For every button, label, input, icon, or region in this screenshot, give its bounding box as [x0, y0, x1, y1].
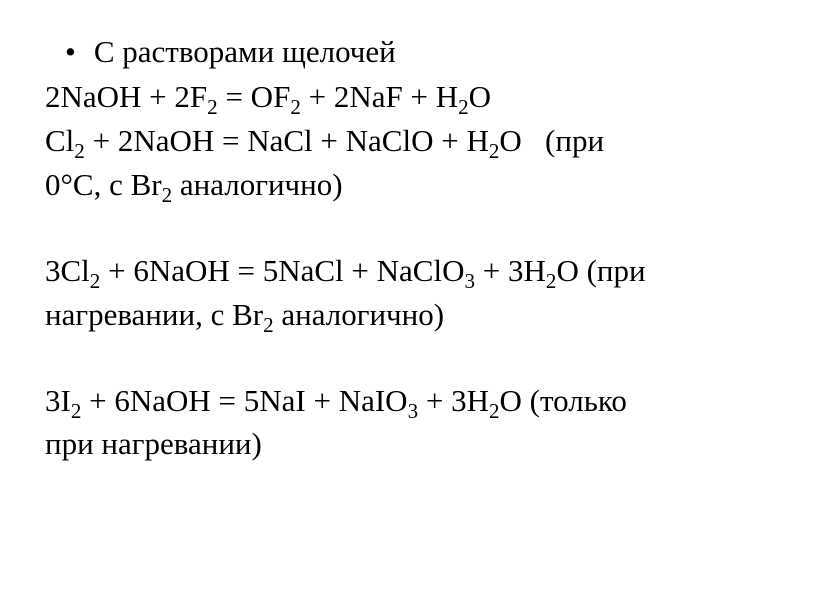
formula-line-4a: 3I2 + 6NaOH = 5NaI + NaIO3 + 3H2O (тольк…: [45, 380, 771, 422]
formula-line-3b: нагревании, с Br2 аналогично): [45, 294, 771, 336]
formula-line-2b: 0°С, с Br2 аналогично): [45, 164, 771, 206]
bullet-text: С растворами щелочей: [94, 32, 771, 72]
gap-2: [45, 338, 771, 380]
bullet-marker: •: [65, 32, 76, 72]
bullet-item: • С растворами щелочей: [45, 32, 771, 72]
formula-line-4b: при нагревании): [45, 423, 771, 465]
gap-1: [45, 208, 771, 250]
formula-line-2a: Cl2 + 2NaOH = NaCl + NaClO + H2O (при: [45, 120, 771, 162]
formula-line-3a: 3Cl2 + 6NaOH = 5NaCl + NaClO3 + 3H2O (пр…: [45, 250, 771, 292]
formula-line-1: 2NaOH + 2F2 = OF2 + 2NaF + H2O: [45, 76, 771, 118]
